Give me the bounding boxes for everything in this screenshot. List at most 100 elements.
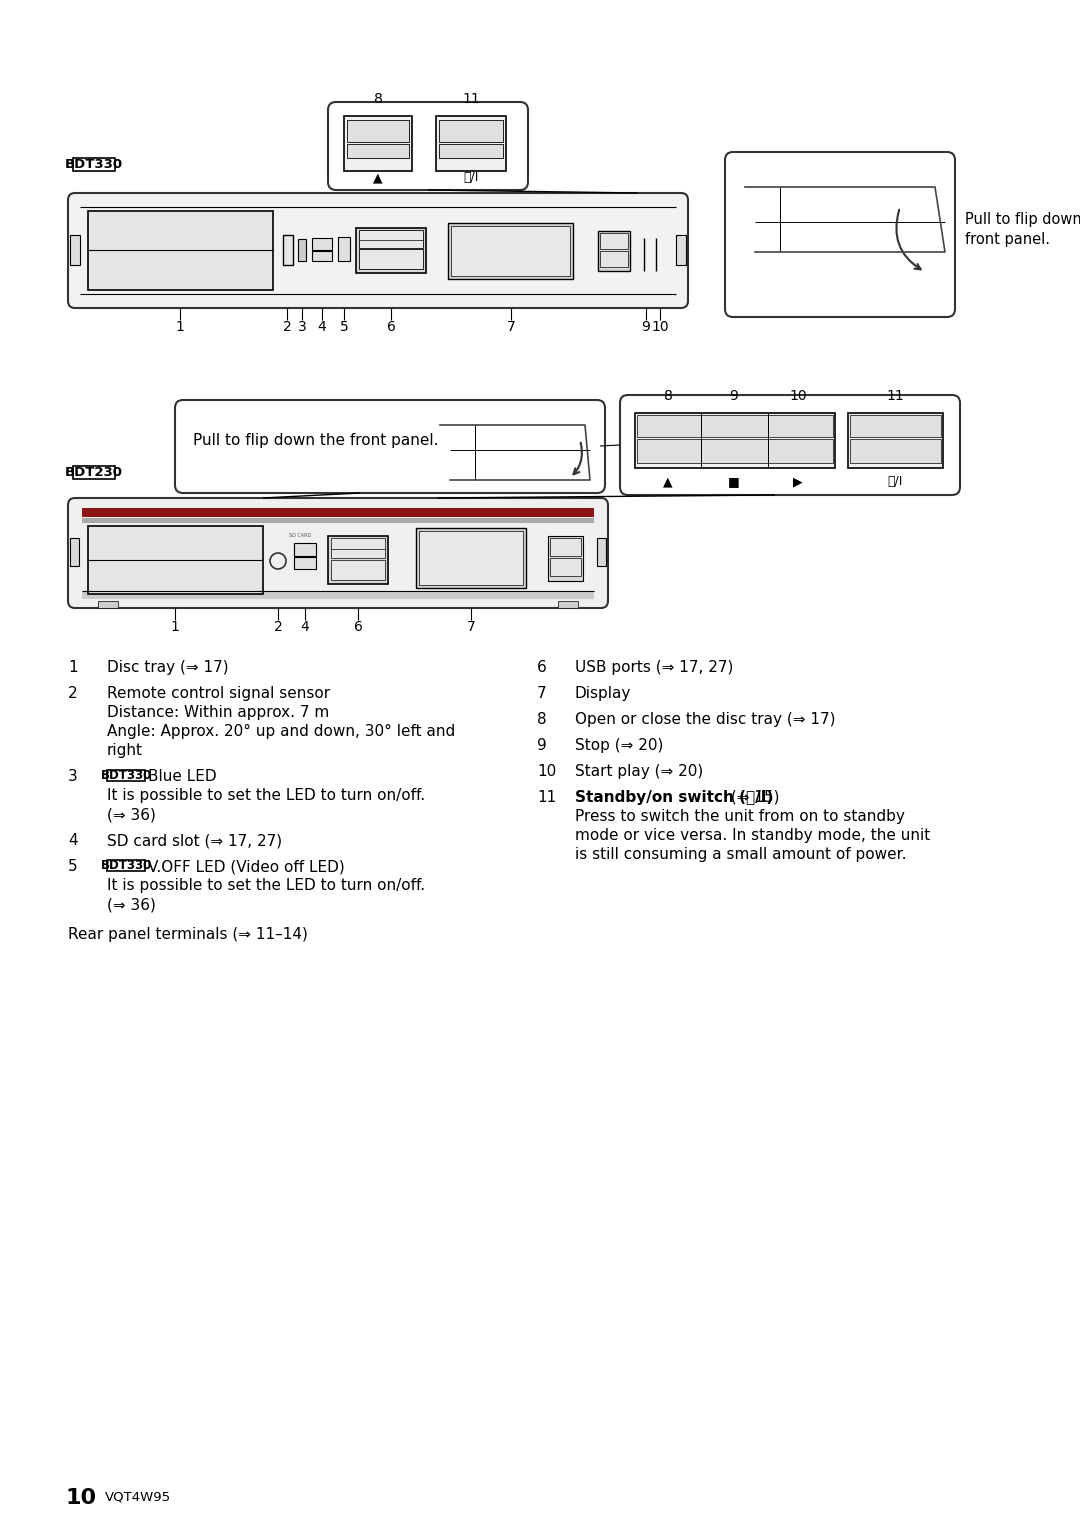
Bar: [598, 230, 630, 272]
Bar: [87, 526, 264, 594]
Text: 10: 10: [651, 320, 669, 334]
Text: VQT4W95: VQT4W95: [105, 1491, 171, 1505]
Text: It is possible to set the LED to turn on/off.: It is possible to set the LED to turn on…: [107, 877, 426, 893]
Bar: [359, 230, 423, 249]
Bar: [438, 143, 503, 159]
Bar: [637, 415, 833, 436]
Text: Disc tray (⇒ 17): Disc tray (⇒ 17): [107, 661, 229, 674]
Text: 10: 10: [65, 1488, 96, 1508]
Text: 8: 8: [663, 389, 673, 403]
Bar: [328, 536, 388, 584]
Bar: [312, 250, 332, 261]
Bar: [419, 531, 523, 584]
Text: ▲: ▲: [374, 171, 382, 185]
Bar: [850, 415, 941, 436]
Bar: [298, 240, 306, 261]
Bar: [850, 439, 941, 462]
Bar: [600, 250, 627, 267]
Text: 1: 1: [176, 320, 185, 334]
Text: Pull to flip down the front panel.: Pull to flip down the front panel.: [193, 432, 438, 447]
Text: 4: 4: [68, 833, 78, 848]
Bar: [338, 237, 350, 261]
Text: 3: 3: [298, 320, 307, 334]
Text: 6: 6: [537, 661, 546, 674]
Bar: [82, 508, 594, 517]
Text: 5: 5: [68, 859, 78, 874]
Bar: [448, 223, 573, 279]
Text: It is possible to set the LED to turn on/off.: It is possible to set the LED to turn on…: [107, 787, 426, 803]
Text: ▲: ▲: [663, 475, 673, 488]
Bar: [451, 226, 570, 276]
Text: 11: 11: [462, 92, 480, 105]
Bar: [347, 143, 409, 159]
Bar: [87, 211, 273, 290]
Text: Rear panel terminals (⇒ 11–14): Rear panel terminals (⇒ 11–14): [68, 926, 308, 942]
Text: right: right: [107, 743, 143, 758]
Bar: [436, 116, 507, 171]
Text: 6: 6: [353, 620, 363, 633]
Text: BDT330: BDT330: [65, 157, 123, 171]
Bar: [82, 517, 594, 523]
Text: (⇒ 36): (⇒ 36): [107, 897, 156, 913]
Text: 4: 4: [318, 320, 326, 334]
Text: ⏻/I: ⏻/I: [888, 475, 903, 488]
Text: 9: 9: [537, 739, 546, 752]
Text: Start play (⇒ 20): Start play (⇒ 20): [575, 765, 703, 778]
Text: 7: 7: [507, 320, 515, 334]
Bar: [82, 591, 594, 600]
Bar: [347, 121, 409, 142]
Text: 9: 9: [642, 320, 650, 334]
Text: V.OFF LED (Video off LED): V.OFF LED (Video off LED): [148, 859, 345, 874]
Text: 2: 2: [273, 620, 282, 633]
Bar: [438, 121, 503, 142]
Text: USB ports (⇒ 17, 27): USB ports (⇒ 17, 27): [575, 661, 733, 674]
Text: 9: 9: [730, 389, 739, 403]
FancyBboxPatch shape: [620, 395, 960, 494]
Text: 2: 2: [68, 687, 78, 700]
Text: Open or close the disc tray (⇒ 17): Open or close the disc tray (⇒ 17): [575, 713, 836, 726]
Bar: [848, 414, 943, 468]
Text: BDT330: BDT330: [100, 769, 151, 783]
Text: Pull to flip down the: Pull to flip down the: [966, 212, 1080, 227]
Text: 11: 11: [537, 790, 556, 806]
Text: Angle: Approx. 20° up and down, 30° left and: Angle: Approx. 20° up and down, 30° left…: [107, 723, 456, 739]
Text: Standby/on switch (⏻/I): Standby/on switch (⏻/I): [575, 790, 773, 806]
Text: mode or vice versa. In standby mode, the unit: mode or vice versa. In standby mode, the…: [575, 829, 930, 842]
Text: BDT230: BDT230: [65, 465, 123, 479]
Text: 2: 2: [283, 320, 292, 334]
Bar: [676, 235, 686, 266]
Text: Display: Display: [575, 687, 632, 700]
Text: 3: 3: [68, 769, 78, 784]
Bar: [70, 235, 80, 266]
Text: Distance: Within approx. 7 m: Distance: Within approx. 7 m: [107, 705, 329, 720]
Bar: [345, 116, 411, 171]
Bar: [558, 601, 578, 607]
Bar: [550, 539, 581, 555]
Bar: [294, 543, 316, 555]
Bar: [330, 539, 384, 559]
Text: 8: 8: [537, 713, 546, 726]
Text: 1: 1: [171, 620, 179, 633]
Bar: [330, 560, 384, 580]
Text: 6: 6: [387, 320, 395, 334]
Bar: [635, 414, 835, 468]
Bar: [600, 233, 627, 249]
Bar: [294, 557, 316, 569]
Text: front panel.: front panel.: [966, 232, 1050, 247]
Text: 5: 5: [339, 320, 349, 334]
Text: ⏻/I: ⏻/I: [463, 171, 478, 185]
FancyBboxPatch shape: [328, 102, 528, 191]
Bar: [312, 238, 332, 250]
Bar: [73, 465, 114, 479]
Text: ▶: ▶: [793, 475, 802, 488]
Text: 4: 4: [300, 620, 309, 633]
Bar: [283, 235, 293, 266]
Bar: [637, 439, 833, 462]
Bar: [597, 539, 606, 566]
Bar: [356, 227, 426, 273]
FancyBboxPatch shape: [68, 497, 608, 607]
Bar: [416, 528, 526, 588]
Bar: [359, 249, 423, 269]
Text: Stop (⇒ 20): Stop (⇒ 20): [575, 739, 663, 752]
Bar: [550, 559, 581, 575]
